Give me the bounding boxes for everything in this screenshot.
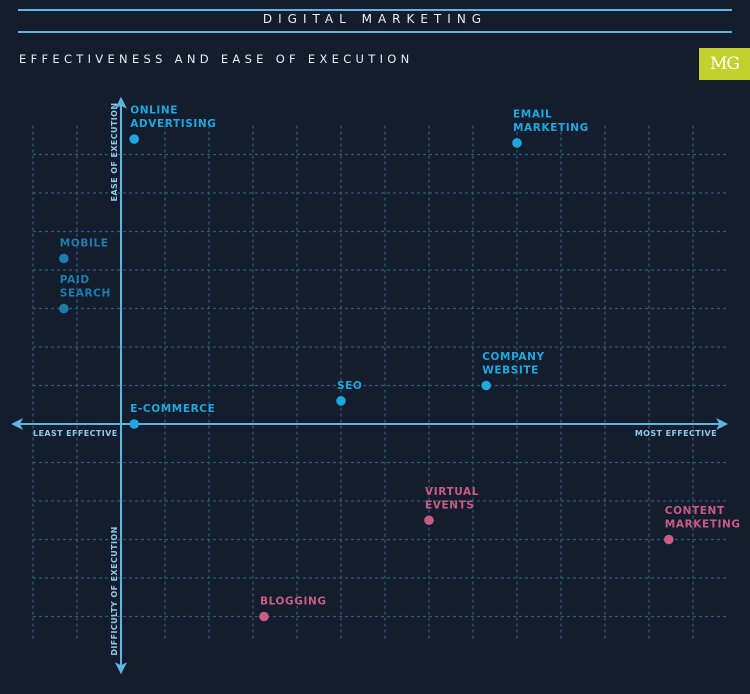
point-marker [59,253,69,264]
point-marker [481,380,492,391]
point-marker [129,419,139,429]
point-label: VIRTUAL [425,486,479,498]
point-marker [424,515,434,526]
mg-logo: MG [699,48,750,80]
point-label: CONTENT [665,505,725,517]
arrow-down-icon [115,662,127,675]
data-point: MOBILE [59,237,109,264]
arrow-right-icon [716,418,729,430]
header-rule-bottom [18,31,732,33]
point-marker [259,611,269,622]
data-point: COMPANY WEBSITE [481,351,545,391]
arrow-left-icon [11,418,23,430]
point-label: SEARCH [60,288,111,300]
grid [32,125,729,640]
x-axis-positive-label: MOST EFFECTIVE [635,429,717,438]
point-label: ONLINE [130,105,178,117]
data-point: BLOGGING [259,596,326,622]
data-point: PAID SEARCH [59,274,111,314]
y-axis-positive-label: EASE OF EXECUTION [110,103,119,202]
point-marker [664,534,674,545]
arrow-up-icon [115,96,127,109]
point-label: E-COMMERCE [130,403,215,415]
point-label: SEO [337,380,362,392]
point-label: PAID [60,274,90,286]
point-label: BLOGGING [260,596,327,608]
point-marker [59,303,69,314]
data-point: EMAIL MARKETING [512,108,589,148]
y-axis-negative-label: DIFFICULTY OF EXECUTION [110,526,119,655]
point-marker [336,396,346,406]
x-axis-negative-label: LEAST EFFECTIVE [33,429,118,438]
header-rule-top [18,9,732,11]
point-label: EMAIL [513,108,552,120]
point-label: MARKETING [513,122,589,134]
data-point: CONTENT MARKETING [664,505,741,545]
point-label: ADVERTISING [130,118,216,130]
point-marker [129,134,139,144]
point-label: WEBSITE [482,365,539,377]
point-label: COMPANY [482,351,545,363]
point-marker [512,138,522,148]
data-point: E-COMMERCE [129,403,215,429]
page-title: DIGITAL MARKETING [262,12,488,26]
point-label: MOBILE [60,237,109,249]
data-point: SEO [336,380,362,406]
chart-subtitle: EFFECTIVENESS AND EASE OF EXECUTION [19,52,414,66]
point-label: MARKETING [665,519,741,531]
point-label: EVENTS [425,499,475,511]
